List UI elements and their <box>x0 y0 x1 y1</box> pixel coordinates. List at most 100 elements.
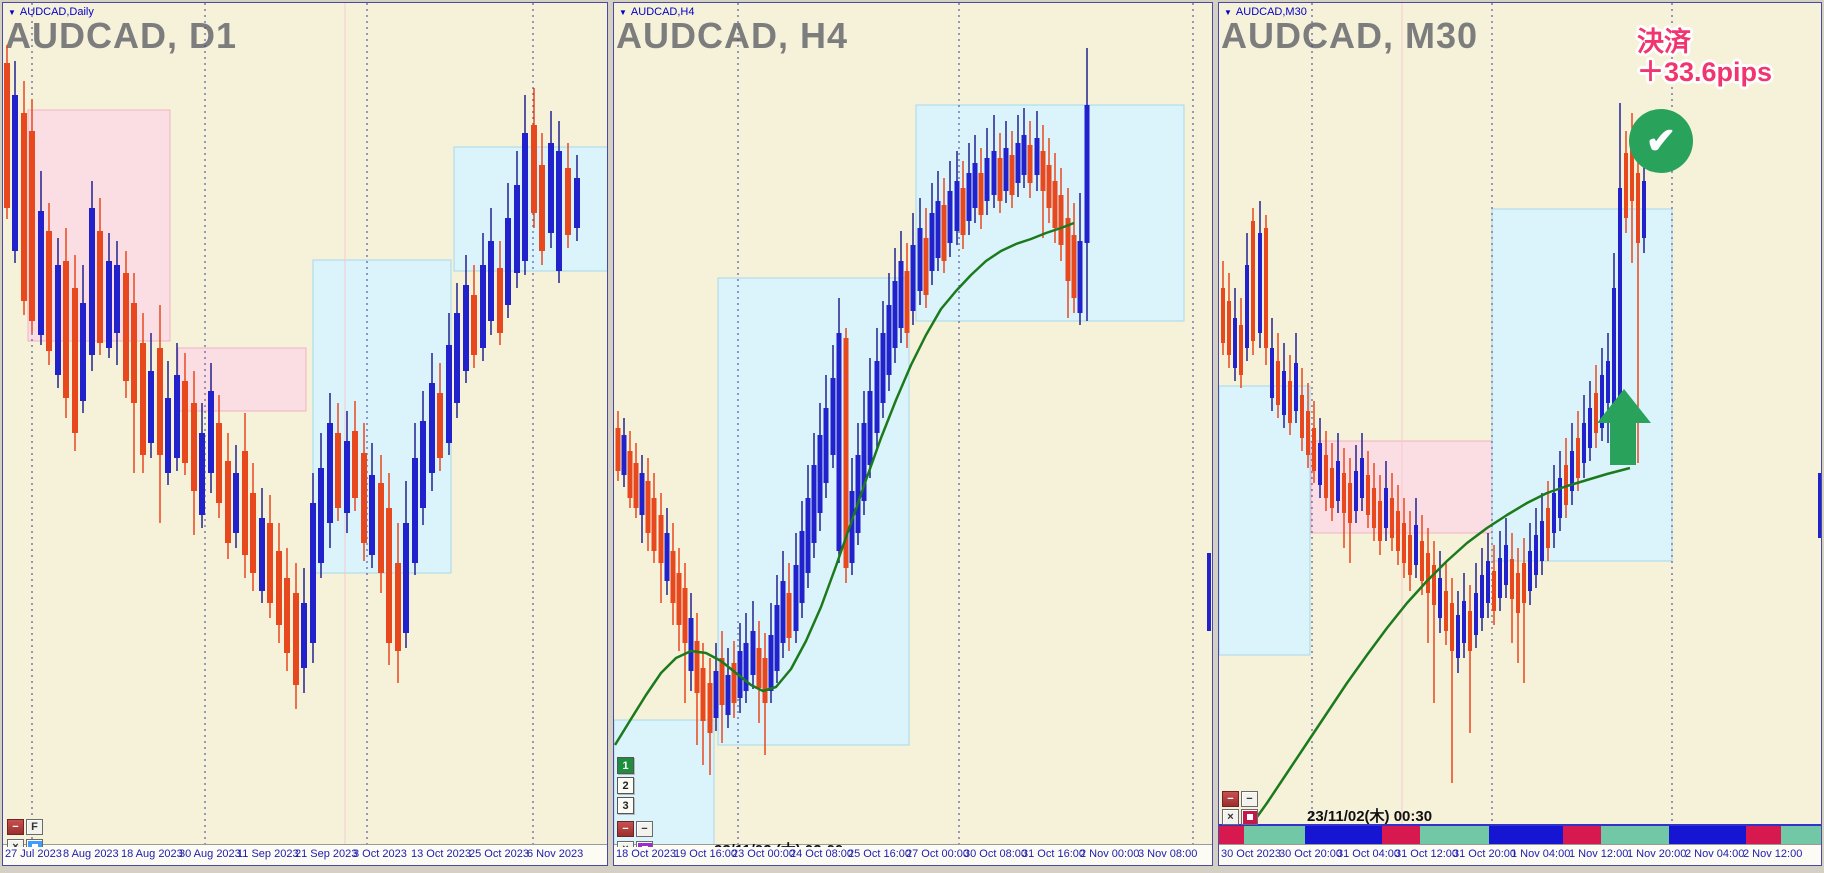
x-axis-label: 3 Oct 2023 <box>353 848 407 860</box>
bull-candle <box>1003 148 1009 191</box>
bear-candle <box>1564 465 1568 505</box>
bear-candle <box>1432 565 1436 605</box>
candlestick-plot-d1[interactable] <box>3 3 607 847</box>
bear-candle <box>843 338 849 568</box>
restore-button[interactable]: − <box>636 821 653 837</box>
bear-candle <box>1624 153 1628 218</box>
buy-up-arrow-icon <box>1597 389 1651 423</box>
candlestick-plot-h4[interactable] <box>614 3 1212 847</box>
chart-tab-d1[interactable]: ▼ AUDCAD,Daily <box>8 6 94 18</box>
indicator-dot-button[interactable] <box>1241 809 1258 825</box>
x-axis-label: 6 Nov 2023 <box>527 848 584 860</box>
bull-candle <box>89 208 95 355</box>
chart-area-h4[interactable]: AUDCAD, H4 ▼ AUDCAD,H4 1 2 3 − − × 23/11… <box>614 3 1212 847</box>
indicator-dot-button[interactable] <box>26 839 43 847</box>
bear-candle <box>700 668 706 721</box>
bear-candle <box>682 588 688 643</box>
bull-candle <box>929 213 935 271</box>
bull-candle <box>688 618 694 671</box>
bull-candle <box>514 185 520 273</box>
sentiment-segment-teal <box>1781 826 1821 845</box>
bear-candle <box>1372 488 1376 528</box>
indicator-dot-button[interactable] <box>636 841 653 847</box>
bull-candle <box>505 218 511 305</box>
chart-tab-m30[interactable]: ▼ AUDCAD,M30 <box>1224 6 1307 18</box>
bull-candle <box>793 565 799 631</box>
minimize-button[interactable]: − <box>1222 791 1239 807</box>
fullscreen-button[interactable]: F <box>26 819 43 835</box>
x-axis-label: 27 Jul 2023 <box>5 848 62 860</box>
x-axis-label: 30 Oct 2023 <box>1221 848 1281 860</box>
bear-candle <box>1522 563 1526 603</box>
bull-candle <box>1270 348 1274 398</box>
bull-candle <box>522 133 528 261</box>
bull-candle <box>780 581 786 643</box>
chevron-down-icon: ▼ <box>1224 7 1232 17</box>
x-axis-label: 19 Oct 16:00 <box>674 848 737 860</box>
bull-candle <box>1612 288 1616 413</box>
bull-candle <box>454 313 460 403</box>
bear-candle <box>1348 483 1352 523</box>
bear-candle <box>1312 428 1316 471</box>
bear-candle <box>707 683 713 733</box>
bull-candle <box>488 241 494 321</box>
restore-button[interactable]: − <box>1241 791 1258 807</box>
demand-zone-box <box>453 146 607 272</box>
minimize-button[interactable]: − <box>617 821 634 837</box>
sentiment-segment-teal <box>1243 826 1305 845</box>
candlestick-plot-m30[interactable] <box>1219 3 1821 826</box>
bear-candle <box>250 493 256 573</box>
bear-candle <box>786 593 792 638</box>
bull-candle <box>1480 575 1484 618</box>
close-button[interactable]: × <box>1222 809 1239 825</box>
x-axis-label: 21 Sep 2023 <box>295 848 358 860</box>
bull-candle <box>1034 138 1040 175</box>
bear-candle <box>182 381 188 463</box>
bear-candle <box>651 498 657 551</box>
x-axis-label: 31 Oct 04:00 <box>1337 848 1400 860</box>
close-button[interactable]: × <box>617 841 634 847</box>
bear-candle <box>1390 498 1394 538</box>
bear-candle <box>670 551 676 603</box>
bull-candle <box>1438 578 1442 618</box>
bull-candle <box>233 473 239 533</box>
bull-candle <box>1504 545 1508 585</box>
bull-candle <box>935 201 941 258</box>
chart-area-d1[interactable]: AUDCAD, D1 ▼ AUDCAD,Daily − F × <box>3 3 607 847</box>
bull-candle <box>1474 593 1478 635</box>
bear-candle <box>731 663 737 703</box>
chart-area-m30[interactable]: AUDCAD, M30 ▼ AUDCAD,M30 決済 ＋33.6pips ✔ … <box>1219 3 1821 826</box>
chart-watermark-title: AUDCAD, M30 <box>1221 15 1479 56</box>
bull-candle <box>574 178 580 228</box>
chevron-down-icon: ▼ <box>8 7 16 17</box>
bear-candle <box>267 523 273 603</box>
x-axis-m30: 30 Oct 2023 30 Oct 20:00 31 Oct 04:00 31 Oc… <box>1219 844 1821 865</box>
moving-average-line <box>614 221 1075 746</box>
x-axis-label: 8 Aug 2023 <box>63 848 119 860</box>
bear-candle <box>1426 553 1430 593</box>
bull-candle <box>1282 371 1286 415</box>
x-axis-label: 30 Oct 20:00 <box>1279 848 1342 860</box>
bear-candle <box>284 578 290 653</box>
bull-candle <box>880 333 886 403</box>
close-button[interactable]: × <box>7 839 24 847</box>
x-axis-label: 30 Aug 2023 <box>179 848 241 860</box>
minimize-button[interactable]: − <box>7 819 24 835</box>
bull-candle <box>984 158 990 201</box>
x-axis-label: 18 Oct 2023 <box>616 848 676 860</box>
x-axis-label: 31 Oct 12:00 <box>1395 848 1458 860</box>
sentiment-segment-red <box>1746 826 1782 845</box>
bull-candle <box>972 163 978 208</box>
bull-candle <box>799 531 805 603</box>
sequence-button-3[interactable]: 3 <box>617 797 634 814</box>
bear-candle <box>4 63 10 208</box>
chart-tab-h4[interactable]: ▼ AUDCAD,H4 <box>619 6 695 18</box>
bear-candle <box>1510 559 1514 599</box>
x-axis-label: 27 Oct 00:00 <box>906 848 969 860</box>
bear-candle <box>386 508 392 643</box>
bear-candle <box>1594 393 1598 433</box>
price-edge-marker <box>1207 553 1211 631</box>
bull-candle <box>344 441 350 513</box>
sequence-button-1[interactable]: 1 <box>617 757 634 774</box>
sequence-button-2[interactable]: 2 <box>617 777 634 794</box>
